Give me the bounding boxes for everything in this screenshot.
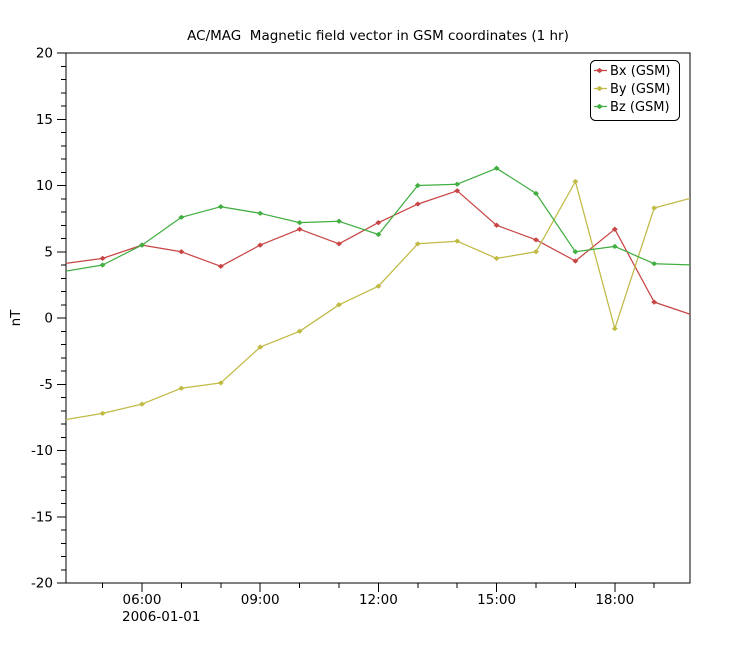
data-point-marker — [375, 231, 382, 238]
data-point-marker — [99, 255, 106, 261]
legend-item-by: By (GSM) — [594, 82, 670, 97]
y-tick-label: -10 — [31, 443, 53, 459]
x-tick-label: 09:00 — [241, 592, 280, 608]
data-point-marker — [691, 262, 697, 267]
series-line-bx — [66, 190, 690, 315]
y-axis-title: nT — [8, 309, 24, 327]
data-point-marker — [533, 249, 539, 255]
data-point-marker — [336, 302, 342, 308]
y-tick-label: 15 — [36, 112, 53, 128]
y-tick-label: -20 — [31, 576, 53, 592]
data-point-marker — [651, 205, 658, 211]
data-point-marker — [217, 380, 224, 386]
legend-label: Bx (GSM) — [610, 64, 670, 79]
data-point-marker — [572, 178, 579, 185]
x-axis-date-label: 2006-01-01 — [122, 609, 200, 625]
data-point-marker — [572, 258, 579, 264]
data-point-marker — [336, 241, 342, 247]
data-point-marker — [178, 385, 185, 391]
data-point-marker — [296, 328, 303, 334]
data-point-marker — [454, 181, 461, 187]
data-point-marker — [296, 220, 303, 226]
legend-label: By (GSM) — [610, 82, 670, 97]
data-point-marker — [414, 241, 421, 247]
data-point-marker — [296, 226, 303, 232]
y-axis-ticks — [57, 52, 66, 584]
data-point-marker — [178, 214, 185, 220]
data-point-marker — [139, 401, 145, 407]
data-point-marker — [493, 255, 500, 261]
x-tick-label: 15:00 — [477, 592, 516, 608]
data-point-marker — [336, 218, 342, 224]
data-point-marker — [611, 243, 618, 250]
legend-label: Bz (GSM) — [610, 100, 670, 115]
data-point-marker — [414, 201, 421, 207]
x-axis-labels: 06:00 09:00 12:00 15:00 18:00 — [123, 592, 635, 608]
y-tick-label: -15 — [31, 509, 53, 525]
data-point-marker — [375, 283, 382, 289]
y-tick-label: 10 — [36, 178, 53, 194]
x-tick-label: 12:00 — [359, 592, 398, 608]
data-point-marker — [66, 263, 67, 264]
data-point-marker — [533, 190, 539, 197]
chart-title: AC/MAG Magnetic field vector in GSM coor… — [187, 28, 569, 44]
x-axis-ticks — [102, 583, 655, 592]
data-point-marker — [572, 249, 579, 255]
legend-item-bz: Bz (GSM) — [594, 100, 670, 115]
data-point-marker — [651, 299, 658, 305]
data-point-marker — [375, 220, 382, 226]
legend-marker — [596, 103, 603, 110]
legend-box — [590, 60, 680, 121]
data-point-marker — [493, 222, 500, 228]
data-point-marker — [257, 210, 264, 216]
data-point-marker — [178, 249, 185, 255]
data-point-marker — [454, 188, 461, 194]
plot-area — [66, 165, 697, 421]
data-point-marker — [217, 263, 224, 269]
data-point-marker — [691, 195, 697, 200]
data-point-marker — [66, 271, 67, 272]
data-point-marker — [611, 326, 618, 332]
series-line-by — [66, 180, 690, 421]
y-tick-label: 5 — [44, 244, 53, 260]
data-point-marker — [66, 419, 67, 421]
data-point-marker — [493, 165, 500, 171]
legend-marker — [596, 85, 603, 92]
data-point-marker — [651, 261, 658, 267]
data-point-marker — [217, 204, 224, 210]
data-point-marker — [533, 237, 539, 243]
plot-frame — [65, 52, 691, 584]
data-point-marker — [257, 344, 264, 350]
data-point-marker — [691, 313, 697, 318]
data-point-marker — [99, 262, 106, 268]
series-markers-bx — [66, 188, 697, 318]
legend-item-bx: Bx (GSM) — [594, 64, 670, 79]
data-point-marker — [99, 410, 106, 416]
data-point-marker — [414, 182, 421, 189]
series-markers-by — [66, 178, 697, 421]
series-line-bz — [66, 167, 690, 272]
x-tick-label: 06:00 — [123, 592, 162, 608]
y-tick-label: 20 — [36, 46, 53, 62]
data-point-marker — [257, 242, 264, 248]
x-tick-label: 18:00 — [595, 592, 634, 608]
data-point-marker — [139, 242, 145, 248]
data-point-marker — [454, 238, 461, 244]
y-tick-label: -5 — [40, 377, 53, 393]
data-point-marker — [611, 226, 618, 232]
y-axis-labels: 20 15 10 5 0 -5 -10 -15 -20 — [31, 46, 53, 592]
legend: Bx (GSM) By (GSM) Bz (GSM) — [590, 60, 680, 121]
legend-marker — [596, 67, 603, 74]
y-tick-label: 0 — [44, 311, 53, 327]
series-markers-bz — [66, 165, 697, 272]
